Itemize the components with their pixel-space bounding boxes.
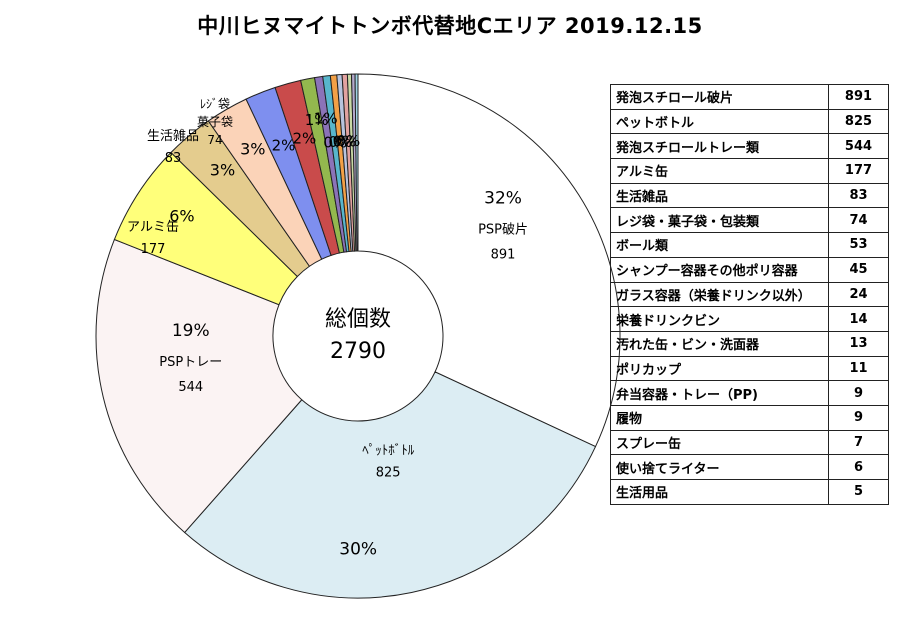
- legend-category: 栄養ドリンクビン: [610, 306, 829, 332]
- slice-label-name-1: ﾍﾟｯﾄﾎﾞﾄﾙ: [362, 443, 415, 458]
- legend-value: 544: [828, 133, 889, 160]
- legend-row: 汚れた缶・ビン・洗面器 13: [610, 330, 889, 357]
- slice-label-pct-3: 6%: [169, 207, 194, 226]
- legend-category: 汚れた缶・ビン・洗面器: [610, 330, 829, 357]
- legend-value: 891: [828, 84, 889, 110]
- legend-value: 13: [828, 330, 889, 357]
- legend-value: 7: [828, 429, 889, 456]
- legend-value: 177: [828, 158, 889, 184]
- legend-category: 使い捨てライター: [610, 454, 829, 480]
- pie-slice-0: [357, 73, 621, 448]
- legend-row: スプレー缶 7: [610, 429, 889, 456]
- slice-label-name-3: アルミ缶: [127, 220, 179, 235]
- slice-label-value-0: 891: [491, 248, 516, 263]
- legend-category: ガラス容器（栄養ドリンク以外）: [610, 281, 829, 308]
- legend-row: 履物 9: [610, 404, 889, 431]
- legend-category: レジ袋・菓子袋・包装類: [610, 207, 829, 234]
- legend-category: ポリカップ: [610, 355, 829, 382]
- slice-label-pct-8: 1%: [305, 111, 329, 129]
- legend-row: レジ袋・菓子袋・包装類 74: [610, 207, 889, 234]
- legend-row: 弁当容器・トレー（PP) 9: [610, 380, 889, 406]
- legend-category: シャンプー容器その他ポリ容器: [610, 256, 829, 283]
- legend-row: シャンプー容器その他ポリ容器 45: [610, 256, 889, 283]
- legend-row: 栄養ドリンクビン 14: [610, 306, 889, 332]
- slice-label-name-0: PSP破片: [478, 223, 528, 238]
- slice-label-pct-10: 0%: [323, 133, 347, 151]
- slice-label-pct-2: 19%: [172, 321, 210, 341]
- legend-value: 825: [828, 108, 889, 135]
- legend-category: 発泡スチロールトレー類: [610, 133, 829, 160]
- center-label: 総個数: [325, 307, 391, 332]
- legend-row: 発泡スチロール破片 891: [610, 84, 889, 110]
- legend-value: 24: [828, 281, 889, 308]
- slice-label-pct-0: 32%: [484, 189, 522, 209]
- pie-slice-16: [354, 73, 359, 252]
- slice-label-name2-5: 菓子袋: [197, 115, 233, 129]
- chart-title: 中川ヒヌマイトトンボ代替地Cエリア 2019.12.15: [197, 14, 703, 38]
- legend-value: 45: [828, 256, 889, 283]
- legend-value: 6: [828, 454, 889, 480]
- slice-label-pct-4: 3%: [210, 161, 235, 180]
- legend-row: ポリカップ 11: [610, 355, 889, 382]
- legend-category: ボール類: [610, 232, 829, 258]
- legend-table: 発泡スチロール破片 891 ペットボトル 825 発泡スチロールトレー類 544 アルミ缶 1…: [610, 84, 889, 505]
- legend-row: ボール類 53: [610, 232, 889, 258]
- slice-label-pct-6: 2%: [272, 136, 296, 154]
- pie-slice-1: [183, 371, 597, 599]
- legend-category: ペットボトル: [610, 108, 829, 135]
- legend-row: 発泡スチロールトレー類 544: [610, 133, 889, 160]
- legend-row: 生活用品 5: [610, 479, 889, 505]
- slice-label-value-1: 825: [376, 465, 401, 480]
- legend-value: 5: [828, 479, 889, 505]
- slice-label-pct-13: 0%: [336, 132, 360, 150]
- slice-label-name-2: PSPトレー: [159, 355, 222, 370]
- slice-label-value-2: 544: [178, 380, 203, 395]
- legend-value: 9: [828, 404, 889, 431]
- legend-category: 弁当容器・トレー（PP): [610, 380, 829, 406]
- legend-value: 53: [828, 232, 889, 258]
- slice-label-value-5: 74: [207, 133, 222, 147]
- legend-row: ペットボトル 825: [610, 108, 889, 135]
- slice-label-value-4: 83: [165, 151, 182, 166]
- pie-slice-2: [95, 238, 303, 534]
- slice-label-name-5: ﾚｼﾞ袋: [200, 97, 230, 111]
- legend-category: アルミ缶: [610, 158, 829, 184]
- legend-category: 生活雑品: [610, 182, 829, 209]
- legend-row: ガラス容器（栄養ドリンク以外） 24: [610, 281, 889, 308]
- legend-category: 発泡スチロール破片: [610, 84, 829, 110]
- slice-label-pct-7: 2%: [292, 129, 316, 147]
- slice-label-name-4: 生活雑品: [147, 128, 199, 144]
- slice-label-pct-12: 0%: [333, 132, 357, 150]
- legend-value: 83: [828, 182, 889, 209]
- legend-value: 11: [828, 355, 889, 382]
- slice-label-pct-5: 3%: [240, 139, 265, 158]
- legend-category: 生活用品: [610, 479, 829, 505]
- legend-value: 14: [828, 306, 889, 332]
- legend-row: アルミ缶 177: [610, 158, 889, 184]
- center-total: 2790: [330, 339, 386, 364]
- legend-row: 使い捨てライター 6: [610, 454, 889, 480]
- slice-label-value-3: 177: [141, 242, 166, 257]
- legend-row: 生活雑品 83: [610, 182, 889, 209]
- slice-label-pct-11: 0%: [328, 133, 352, 151]
- legend-value: 9: [828, 380, 889, 406]
- legend-category: 履物: [610, 404, 829, 431]
- slice-label-pct-1: 30%: [339, 539, 377, 559]
- slice-label-pct-9: 1%: [314, 109, 338, 127]
- legend-value: 74: [828, 207, 889, 234]
- legend-category: スプレー缶: [610, 429, 829, 456]
